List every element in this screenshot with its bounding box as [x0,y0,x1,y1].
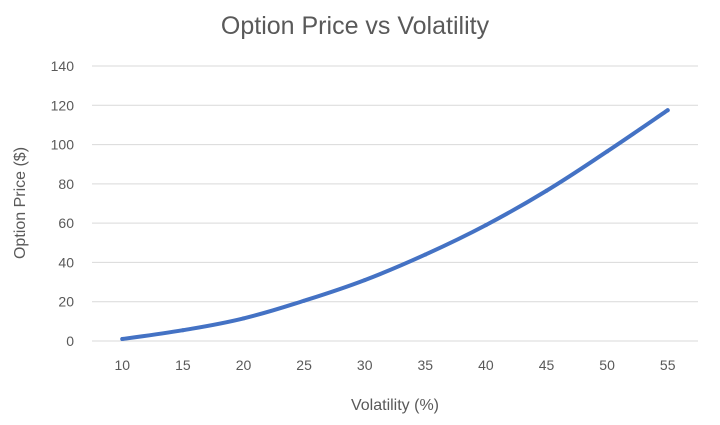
x-tick-label-30: 30 [357,357,373,373]
data-point-15 [180,328,185,333]
x-tick-label-10: 10 [115,357,131,373]
data-point-30 [362,278,367,283]
y-tick-label-60: 60 [58,215,74,231]
y-tick-label-0: 0 [66,333,74,349]
data-point-10 [120,337,125,342]
data-point-20 [241,316,246,321]
y-axis-title: Option Price ($) [12,147,29,259]
series-group [120,108,670,342]
y-tick-label-20: 20 [58,294,74,310]
y-tick-label-100: 100 [51,137,75,153]
y-tick-label-140: 140 [51,58,75,74]
data-point-55 [665,108,670,113]
x-tick-label-20: 20 [236,357,252,373]
data-point-45 [544,188,549,193]
y-tick-label-80: 80 [58,176,74,192]
x-tick-label-50: 50 [599,357,615,373]
x-axis-ticks: 10 15 20 25 30 35 40 45 50 55 [115,357,676,373]
gridlines [92,65,698,342]
y-axis-ticks: 0 20 40 60 80 100 120 140 [51,58,75,349]
x-tick-label-55: 55 [660,357,676,373]
data-point-40 [483,223,488,228]
data-point-50 [605,149,610,154]
x-tick-label-40: 40 [478,357,494,373]
chart-title: Option Price vs Volatility [221,12,490,40]
y-tick-label-40: 40 [58,254,74,270]
series-line-0 [120,108,670,342]
x-tick-label-35: 35 [418,357,434,373]
x-tick-label-15: 15 [175,357,191,373]
data-point-25 [302,298,307,303]
x-axis-title: Volatility (%) [351,397,439,414]
x-tick-label-25: 25 [296,357,312,373]
y-tick-label-120: 120 [51,97,75,113]
data-point-35 [423,252,428,257]
x-tick-label-45: 45 [539,357,555,373]
